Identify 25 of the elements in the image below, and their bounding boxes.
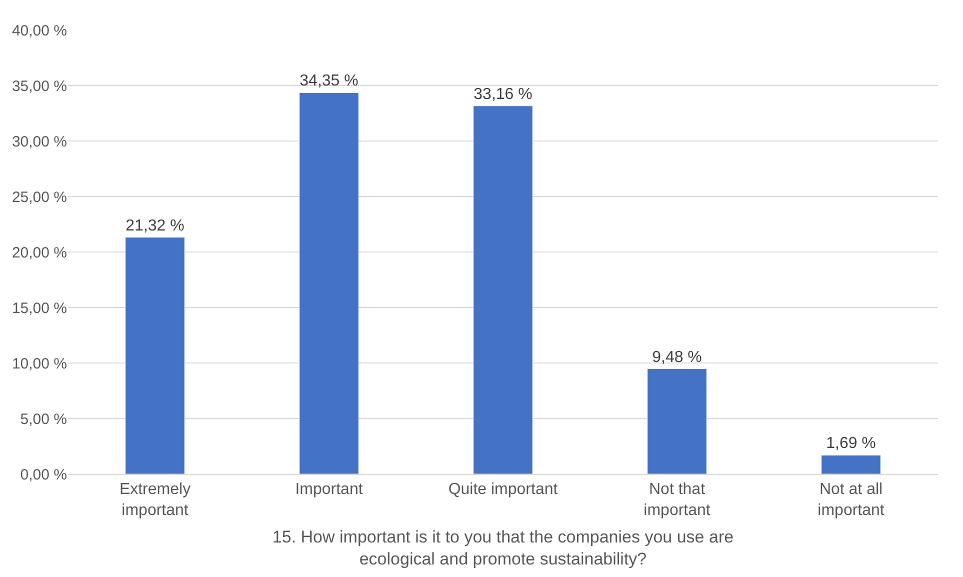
data-label: 33,16 % — [474, 86, 532, 103]
y-tick-label: 35,00 % — [12, 78, 67, 95]
bar — [647, 368, 707, 474]
bar — [299, 92, 359, 474]
y-tick-label: 30,00 % — [12, 133, 67, 150]
y-tick-label: 5,00 % — [20, 410, 67, 428]
data-label: 9,48 % — [652, 348, 702, 366]
bar — [125, 237, 185, 474]
y-tick-label: 40,00 % — [12, 22, 67, 40]
y-tick-label: 10,00 % — [12, 355, 67, 372]
bar — [473, 106, 533, 474]
y-tick-label: 25,00 % — [12, 188, 67, 206]
x-tick-label: Quite important — [448, 481, 558, 498]
y-tick-label: 20,00 % — [12, 244, 67, 262]
data-label: 34,35 % — [300, 72, 358, 90]
x-tick-label: Extremely important — [119, 481, 191, 519]
bar — [821, 454, 881, 474]
data-label: 1,69 % — [826, 435, 876, 452]
y-tick-label: 0,00 % — [20, 466, 67, 484]
y-tick-label: 15,00 % — [12, 300, 67, 317]
x-tick-label: Important — [295, 481, 364, 498]
x-tick-label: Not that important — [644, 481, 711, 519]
x-axis-title: 15. How important is it to you that the companies you use are ecological and promote sustainability? — [272, 527, 734, 568]
data-label: 21,32 % — [126, 217, 184, 234]
x-tick-label: Not at all important — [818, 481, 885, 519]
